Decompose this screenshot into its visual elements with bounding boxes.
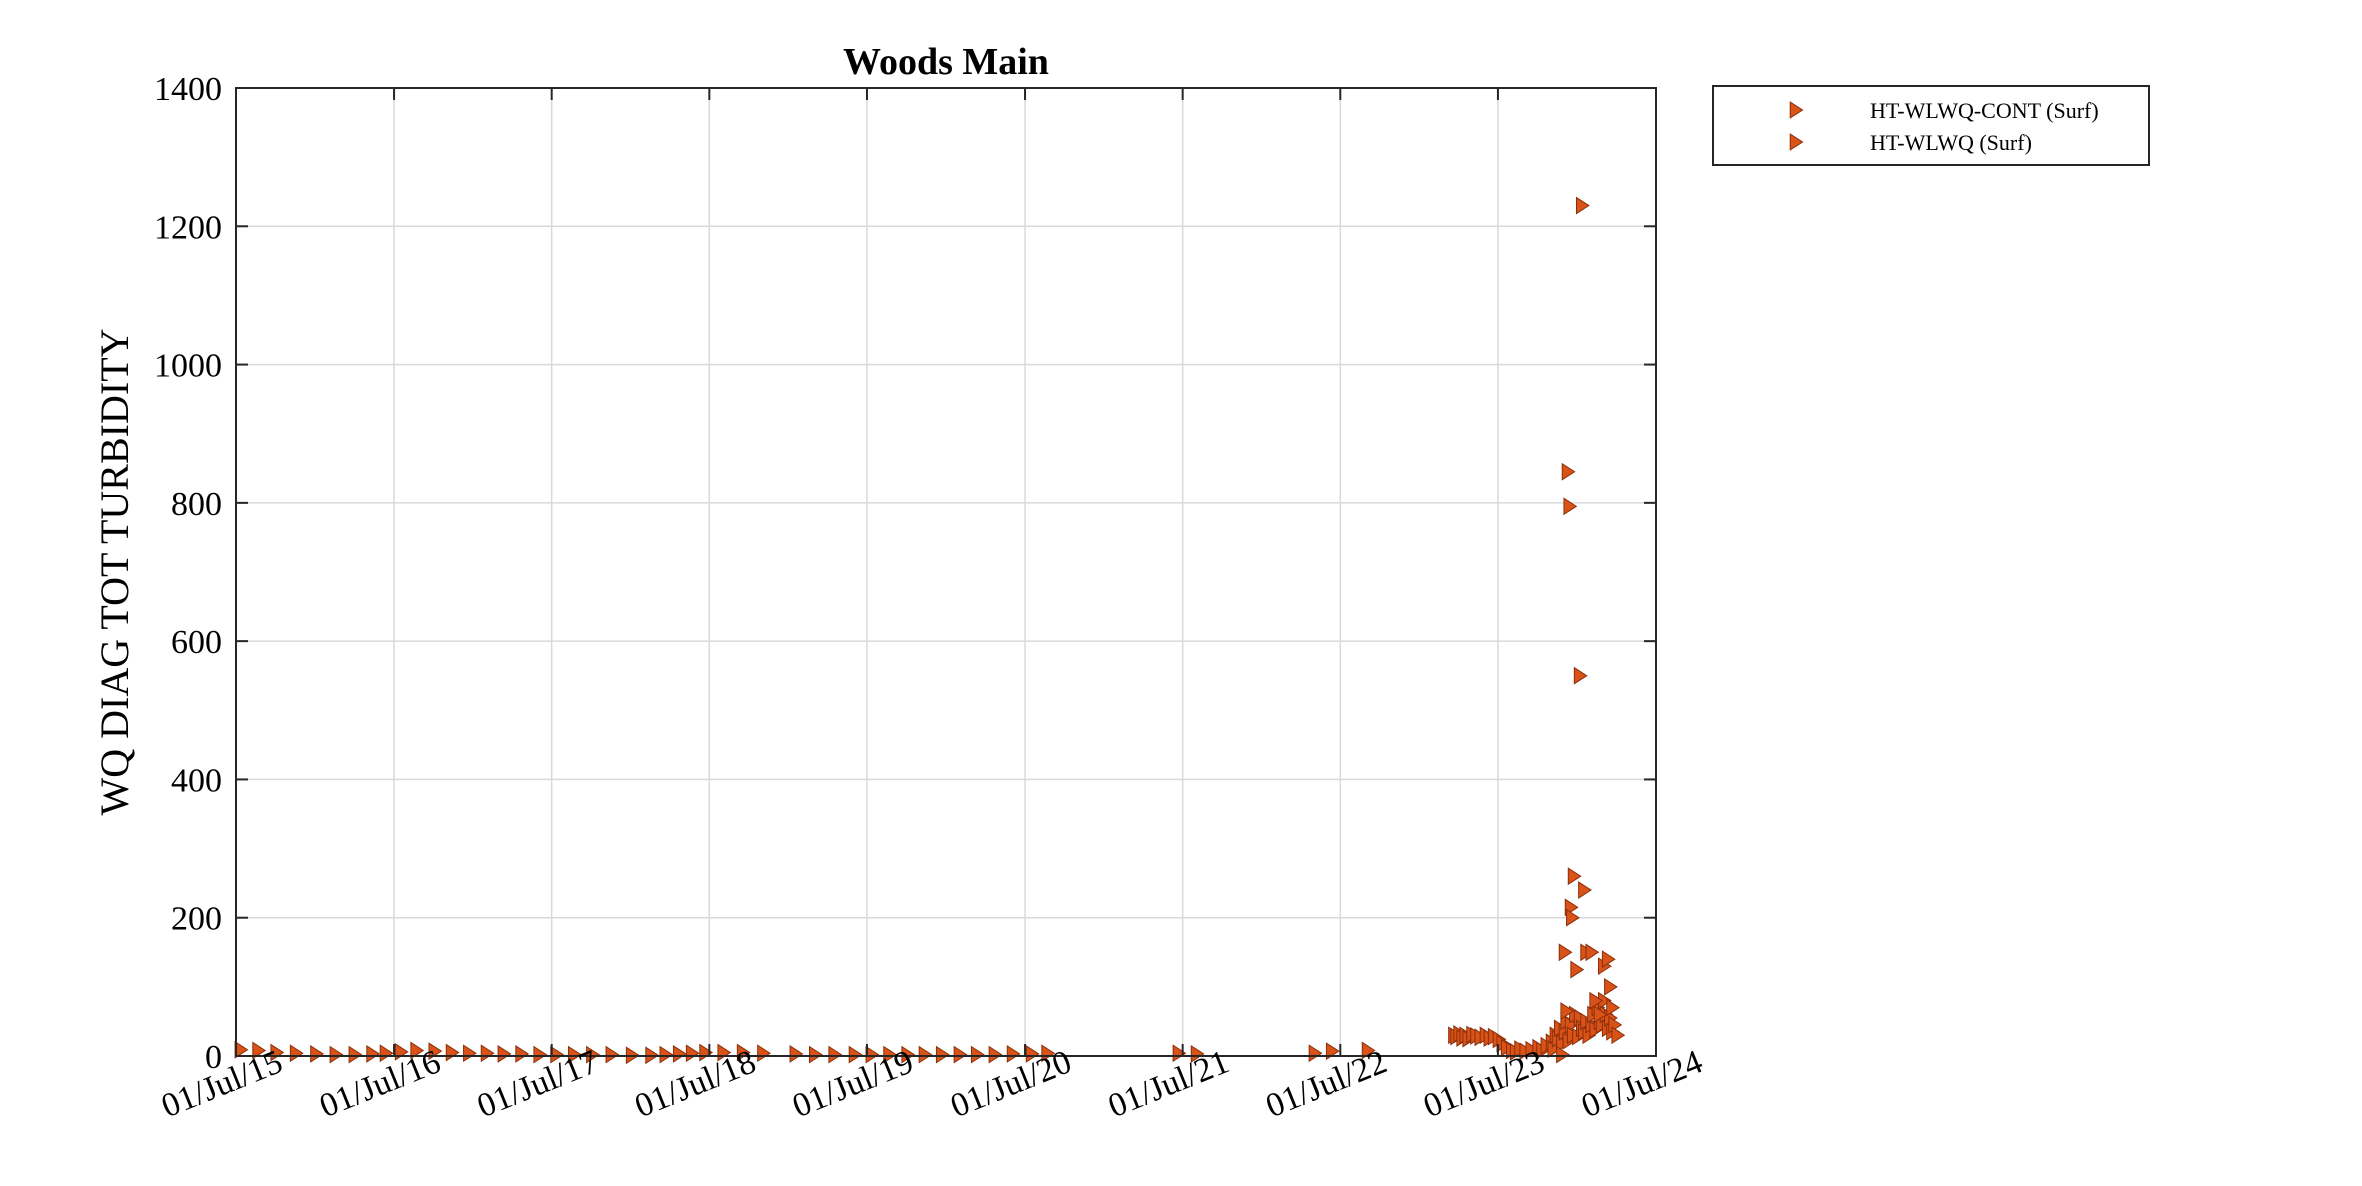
- data-point-series-2: [1561, 462, 1576, 481]
- data-point-series-2: [1578, 881, 1592, 899]
- data-point-series-2: [1604, 977, 1618, 996]
- data-point-series-2: [988, 1045, 1003, 1064]
- data-point-series-2: [1573, 666, 1588, 685]
- data-point-series-2: [1585, 943, 1600, 962]
- data-point-series-2: [586, 1045, 600, 1064]
- data-point-series-2: [848, 1045, 863, 1064]
- data-point-series-2: [1575, 196, 1590, 215]
- data-point-series-2: [567, 1045, 582, 1064]
- y-tick-label: 600: [171, 624, 222, 661]
- y-tick-label: 800: [171, 486, 222, 523]
- data-point-series-2: [953, 1045, 968, 1064]
- data-point-series-2: [366, 1045, 381, 1063]
- data-point-series-2: [1593, 1005, 1608, 1024]
- data-point-series-1: [1525, 1040, 1540, 1059]
- data-point-series-2: [480, 1044, 495, 1063]
- data-point-series-2: [918, 1045, 933, 1064]
- data-point-series-2: [1589, 991, 1604, 1010]
- data-point-series-2: [515, 1045, 530, 1063]
- data-point-series-2: [901, 1045, 916, 1064]
- data-point-series-2: [1006, 1045, 1021, 1063]
- data-point-series-2: [1601, 950, 1616, 969]
- y-tick-label: 400: [171, 762, 222, 799]
- data-point-series-2: [789, 1045, 804, 1063]
- data-point-series-2: [1041, 1044, 1056, 1063]
- data-point-series-2: [445, 1043, 460, 1062]
- data-point-series-2: [497, 1045, 512, 1063]
- data-point-series-2: [672, 1045, 687, 1063]
- data-point-series-2: [935, 1045, 950, 1064]
- data-point-series-2: [1570, 960, 1585, 979]
- data-point-series-2: [1361, 1041, 1376, 1060]
- data-point-series-2: [808, 1045, 823, 1064]
- data-point-series-2: [329, 1045, 344, 1064]
- data-point-series-1: [1611, 1026, 1626, 1045]
- data-point-series-2: [1566, 908, 1580, 927]
- legend-label: HT-WLWQ (Surf): [1870, 130, 2032, 155]
- data-point-series-2: [883, 1045, 898, 1064]
- data-point-series-2: [1560, 1002, 1575, 1020]
- data-point-series-2: [348, 1045, 363, 1064]
- legend-marker: [1789, 101, 1804, 119]
- data-point-series-2: [410, 1041, 425, 1060]
- y-axis-label: WQ DIAG TOT TURBIDITY: [92, 328, 137, 815]
- data-point-series-2: [1308, 1044, 1323, 1063]
- data-point-series-2: [605, 1045, 620, 1064]
- data-point-series-2: [310, 1045, 324, 1063]
- data-point-series-2: [1556, 1045, 1570, 1064]
- axis-ticks: 01/Jul/15 01/Jul/16 01/Jul/17 01/Jul/18 01/J…: [154, 71, 1708, 1125]
- data-point-series-2: [685, 1044, 700, 1063]
- data-point-series-2: [1025, 1045, 1040, 1063]
- data-point-series-2: [828, 1045, 843, 1064]
- data-point-series-2: [1606, 998, 1621, 1017]
- legend-label: HT-WLWQ-CONT (Surf): [1870, 98, 2099, 123]
- data-point-series-2: [1190, 1045, 1205, 1063]
- data-point-series-2: [289, 1044, 304, 1063]
- legend: HT-WLWQ-CONT (Surf) HT-WLWQ (Surf): [1712, 85, 2150, 166]
- data-point-series-2: [1567, 867, 1582, 886]
- legend-box: [1712, 85, 2150, 166]
- data-point-series-2: [659, 1045, 674, 1064]
- chart-title: Woods Main: [843, 41, 1049, 83]
- data-point-series-2: [970, 1045, 985, 1064]
- x-tick-label: 01/Jul/15: [156, 1043, 287, 1125]
- y-tick-label: 200: [171, 901, 222, 938]
- data-point-series-2: [1172, 1044, 1187, 1063]
- y-tick-label: 1200: [154, 209, 222, 246]
- data-points: [234, 196, 1626, 1065]
- data-point-series-2: [463, 1044, 477, 1063]
- data-point-series-2: [1558, 943, 1573, 962]
- data-point-series-2: [1563, 497, 1578, 516]
- data-point-series-2: [757, 1044, 771, 1063]
- legend-marker: [1789, 133, 1804, 151]
- data-point-series-2: [252, 1041, 267, 1060]
- y-tick-label: 0: [205, 1039, 222, 1076]
- data-point-series-2: [533, 1045, 548, 1064]
- plot-area-frame: [235, 87, 1657, 1057]
- grid-lines: [235, 87, 1657, 1057]
- y-tick-label: 1000: [154, 348, 222, 385]
- y-tick-label: 1400: [154, 71, 222, 108]
- data-point-series-2: [379, 1044, 394, 1063]
